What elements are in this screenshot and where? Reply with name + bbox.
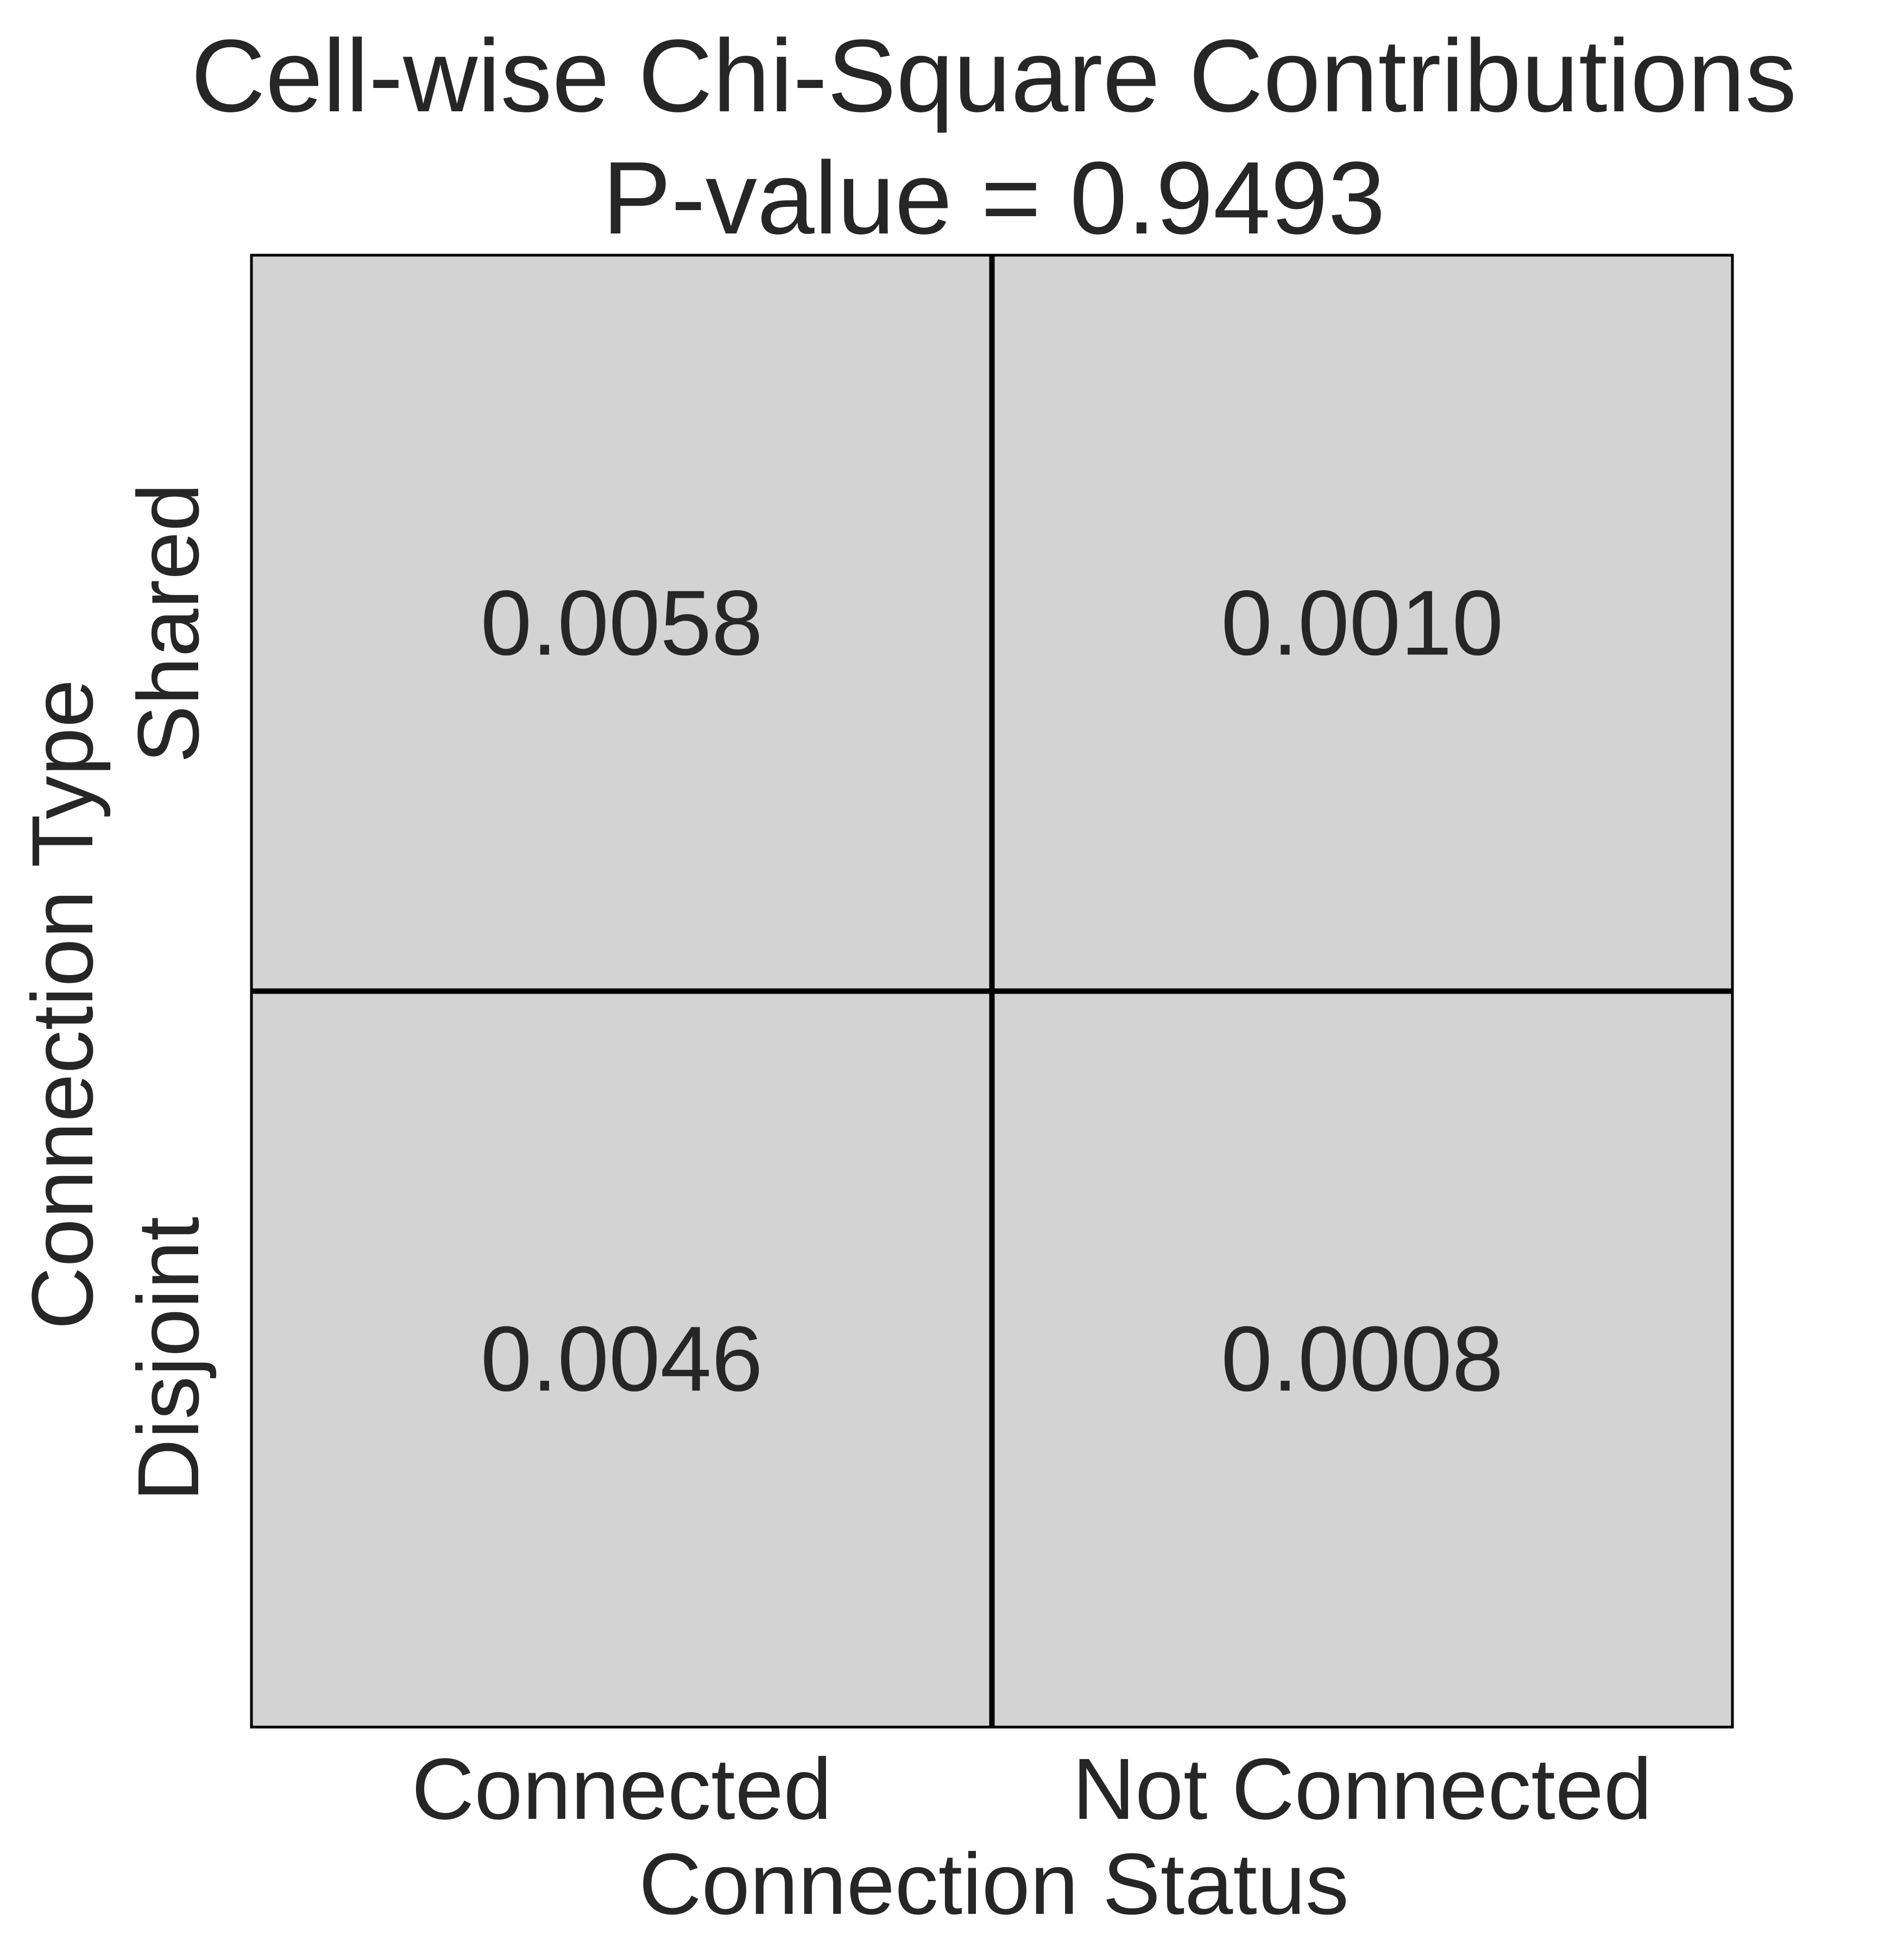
cell-value-label: 0.0046: [481, 1307, 763, 1411]
heatmap-grid-lines: [250, 254, 1734, 1729]
heatmap-cell: [992, 991, 1732, 1727]
y-tick-label: Shared: [119, 483, 217, 763]
heatmap-cells: [251, 255, 1732, 1727]
x-axis-label: Connection Status: [639, 1835, 1349, 1932]
y-tick-labels: Shared Disjoint: [119, 483, 217, 1502]
chart-subtitle: P-value = 0.9493: [602, 141, 1385, 256]
y-tick-label: Disjoint: [119, 1217, 217, 1502]
cell-value-label: 0.0058: [481, 572, 763, 675]
y-axis-label: Connection Type: [14, 679, 111, 1330]
cell-value-label: 0.0008: [1221, 1307, 1503, 1411]
cell-value-label: 0.0010: [1221, 572, 1503, 675]
chart-title: Cell-wise Chi-Square Contributions: [191, 18, 1797, 134]
heatmap-cell: [251, 255, 992, 991]
heatmap-cell: [992, 255, 1732, 991]
x-tick-labels: Connected Not Connected: [412, 1740, 1652, 1837]
heatmap-cell: [251, 991, 992, 1727]
x-tick-label: Connected: [412, 1740, 832, 1837]
x-tick-label: Not Connected: [1073, 1740, 1652, 1837]
heatmap-cell-labels: 0.0058 0.0010 0.0046 0.0008: [481, 572, 1503, 1411]
